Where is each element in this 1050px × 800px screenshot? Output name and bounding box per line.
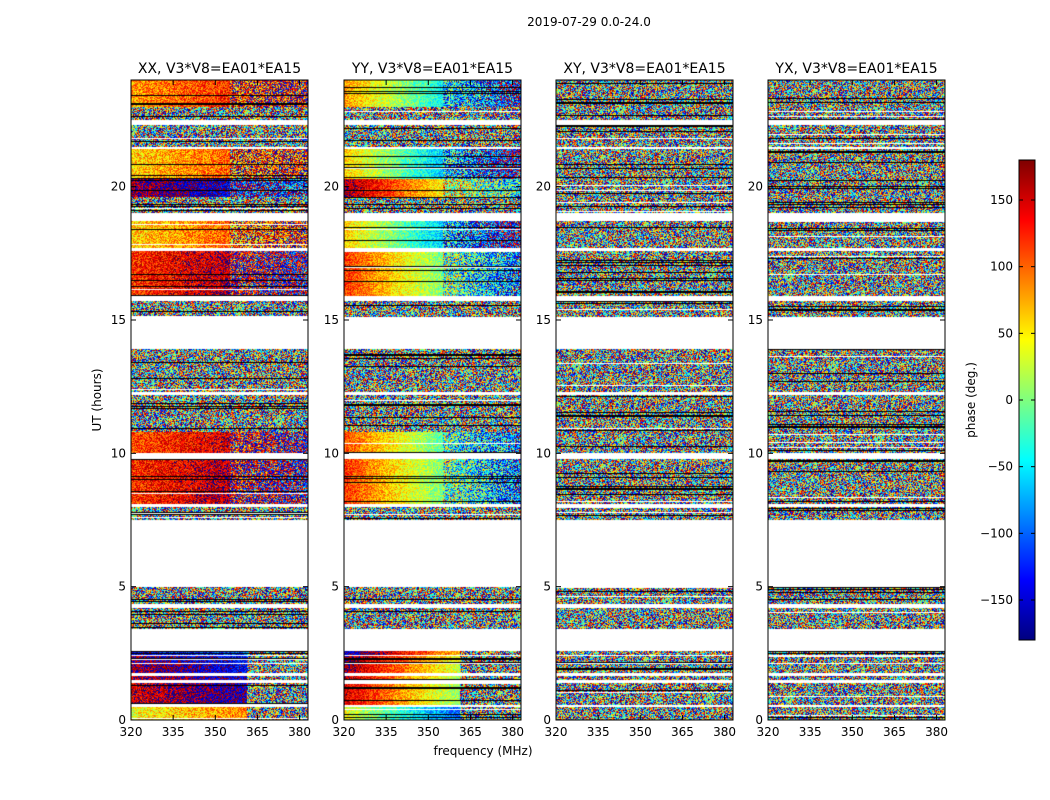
x-tick-label: 365 [246, 725, 269, 739]
x-tick-label: 380 [288, 725, 311, 739]
colorbar-tick-label: 150 [990, 193, 1013, 207]
y-tick-label: 10 [748, 446, 763, 460]
x-tick-label: 335 [799, 725, 822, 739]
colorbar-tick-label: −150 [980, 593, 1013, 607]
x-tick-label: 350 [417, 725, 440, 739]
x-tick-label: 365 [883, 725, 906, 739]
panel-title: XX, V3*V8=EA01*EA15 [138, 61, 301, 77]
x-tick-label: 350 [629, 725, 652, 739]
y-tick-label: 0 [118, 713, 126, 727]
panel-yy: YY, V3*V8=EA01*EA15 320 335 350 365 380 0 5 10 15… [324, 61, 524, 739]
y-tick-label: 15 [324, 313, 339, 327]
panel-frame [343, 79, 522, 721]
colorbar-label: phase (deg.) [964, 362, 978, 438]
colorbar-tick-label: 50 [998, 326, 1013, 340]
x-axis-label: frequency (MHz) [433, 744, 532, 758]
panel-xy: XY, V3*V8=EA01*EA15 320 335 350 365 380 0 5 10 15… [536, 61, 736, 739]
x-tick-label: 350 [204, 725, 227, 739]
x-tick-label: 380 [501, 725, 524, 739]
x-tick-label: 365 [459, 725, 482, 739]
y-tick-label: 0 [755, 713, 763, 727]
colorbar-tick-label: −50 [988, 460, 1013, 474]
y-tick-label: 10 [536, 446, 551, 460]
panel-raster-yx [768, 80, 945, 720]
y-tick-label: 20 [536, 180, 551, 194]
y-tick-label: 5 [118, 580, 126, 594]
x-tick-label: 335 [587, 725, 610, 739]
y-tick-label: 10 [111, 446, 126, 460]
x-tick-label: 320 [120, 725, 143, 739]
y-tick-label: 15 [111, 313, 126, 327]
y-tick-label: 15 [536, 313, 551, 327]
x-tick-label: 320 [545, 725, 568, 739]
y-tick-label: 0 [331, 713, 339, 727]
panel-title: XY, V3*V8=EA01*EA15 [563, 61, 725, 77]
panel-frame [130, 79, 309, 721]
x-tick-label: 320 [757, 725, 780, 739]
y-tick-label: 10 [324, 446, 339, 460]
panel-yx: YX, V3*V8=EA01*EA15 320 335 350 365 380 0 5 10 15… [748, 61, 948, 739]
y-tick-label: 5 [543, 580, 551, 594]
x-tick-label: 335 [375, 725, 398, 739]
panel-frame [767, 79, 946, 721]
colorbar-tick-label: 0 [1005, 393, 1013, 407]
y-tick-label: 15 [748, 313, 763, 327]
y-tick-label: 0 [543, 713, 551, 727]
figure-title: 2019-07-29 0.0-24.0 [527, 15, 651, 29]
y-tick-label: 5 [331, 580, 339, 594]
y-axis-label: UT (hours) [90, 368, 104, 431]
colorbar-tick-label: 100 [990, 260, 1013, 274]
panel-raster-xy [556, 80, 733, 720]
panel-xx: XX, V3*V8=EA01*EA15 320 335 350 365 380 0 5 10 15… [111, 61, 311, 739]
panel-title: YX, V3*V8=EA01*EA15 [774, 61, 937, 77]
panel-raster-xx [131, 80, 308, 720]
y-tick-label: 20 [111, 180, 126, 194]
y-tick-label: 20 [324, 180, 339, 194]
x-tick-label: 380 [925, 725, 948, 739]
y-tick-label: 20 [748, 180, 763, 194]
x-tick-label: 380 [713, 725, 736, 739]
panel-raster-yy [344, 80, 521, 720]
panel-frame [555, 79, 734, 721]
x-tick-label: 365 [671, 725, 694, 739]
y-tick-label: 5 [755, 580, 763, 594]
x-tick-label: 335 [162, 725, 185, 739]
panel-title: YY, V3*V8=EA01*EA15 [351, 61, 513, 77]
colorbar-tick-label: −100 [980, 526, 1013, 540]
x-tick-label: 350 [841, 725, 864, 739]
x-tick-label: 320 [333, 725, 356, 739]
